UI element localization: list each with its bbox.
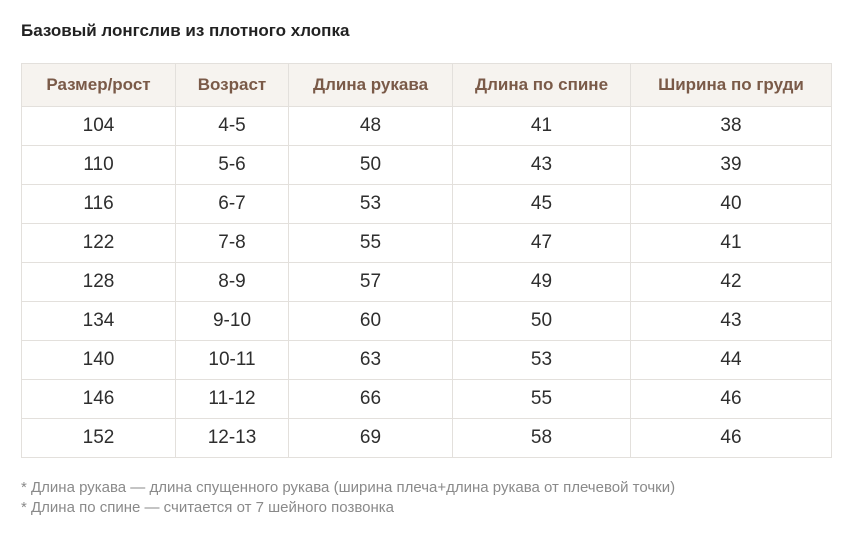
footnotes: * Длина рукава — длина спущенного рукава… <box>21 478 675 518</box>
table-row: 152 12-13 69 58 46 <box>21 418 832 458</box>
cell-age: 9-10 <box>175 301 289 341</box>
table-row: 110 5-6 50 43 39 <box>21 145 832 185</box>
cell-chest-width: 40 <box>630 184 832 224</box>
cell-age: 8-9 <box>175 262 289 302</box>
cell-back-length: 50 <box>452 301 631 341</box>
table-row: 146 11-12 66 55 46 <box>21 379 832 419</box>
cell-age: 10-11 <box>175 340 289 380</box>
page-title: Базовый лонгслив из плотного хлопка <box>21 21 350 40</box>
table-row: 122 7-8 55 47 41 <box>21 223 832 263</box>
cell-size: 146 <box>21 379 176 419</box>
cell-chest-width: 39 <box>630 145 832 185</box>
cell-chest-width: 43 <box>630 301 832 341</box>
cell-sleeve-length: 48 <box>288 106 453 146</box>
column-header-chest-width: Ширина по груди <box>630 63 832 107</box>
cell-sleeve-length: 50 <box>288 145 453 185</box>
cell-sleeve-length: 66 <box>288 379 453 419</box>
cell-chest-width: 46 <box>630 418 832 458</box>
table-row: 104 4-5 48 41 38 <box>21 106 832 146</box>
cell-sleeve-length: 55 <box>288 223 453 263</box>
cell-size: 140 <box>21 340 176 380</box>
cell-age: 7-8 <box>175 223 289 263</box>
table-row: 116 6-7 53 45 40 <box>21 184 832 224</box>
cell-sleeve-length: 69 <box>288 418 453 458</box>
cell-back-length: 47 <box>452 223 631 263</box>
table-header-row: Размер/рост Возраст Длина рукава Длина п… <box>21 63 832 107</box>
cell-age: 4-5 <box>175 106 289 146</box>
cell-back-length: 58 <box>452 418 631 458</box>
cell-chest-width: 46 <box>630 379 832 419</box>
cell-size: 110 <box>21 145 176 185</box>
cell-size: 134 <box>21 301 176 341</box>
cell-size: 152 <box>21 418 176 458</box>
column-header-back-length: Длина по спине <box>452 63 631 107</box>
cell-size: 122 <box>21 223 176 263</box>
cell-chest-width: 38 <box>630 106 832 146</box>
cell-age: 12-13 <box>175 418 289 458</box>
cell-chest-width: 41 <box>630 223 832 263</box>
cell-sleeve-length: 57 <box>288 262 453 302</box>
table-row: 134 9-10 60 50 43 <box>21 301 832 341</box>
footnote-sleeve-length: * Длина рукава — длина спущенного рукава… <box>21 479 676 496</box>
cell-back-length: 45 <box>452 184 631 224</box>
cell-size: 116 <box>21 184 176 224</box>
cell-back-length: 43 <box>452 145 631 185</box>
cell-sleeve-length: 53 <box>288 184 453 224</box>
cell-back-length: 41 <box>452 106 631 146</box>
cell-chest-width: 44 <box>630 340 832 380</box>
footnote-back-length: * Длина по спине — считается от 7 шейног… <box>21 499 395 516</box>
cell-age: 11-12 <box>175 379 289 419</box>
table-row: 140 10-11 63 53 44 <box>21 340 832 380</box>
cell-age: 5-6 <box>175 145 289 185</box>
column-header-size: Размер/рост <box>21 63 176 107</box>
cell-back-length: 53 <box>452 340 631 380</box>
cell-sleeve-length: 60 <box>288 301 453 341</box>
cell-size: 128 <box>21 262 176 302</box>
size-chart-table: Размер/рост Возраст Длина рукава Длина п… <box>21 63 832 458</box>
table-row: 128 8-9 57 49 42 <box>21 262 832 302</box>
cell-sleeve-length: 63 <box>288 340 453 380</box>
cell-size: 104 <box>21 106 176 146</box>
column-header-age: Возраст <box>175 63 289 107</box>
column-header-sleeve-length: Длина рукава <box>288 63 453 107</box>
cell-back-length: 55 <box>452 379 631 419</box>
cell-back-length: 49 <box>452 262 631 302</box>
cell-age: 6-7 <box>175 184 289 224</box>
cell-chest-width: 42 <box>630 262 832 302</box>
